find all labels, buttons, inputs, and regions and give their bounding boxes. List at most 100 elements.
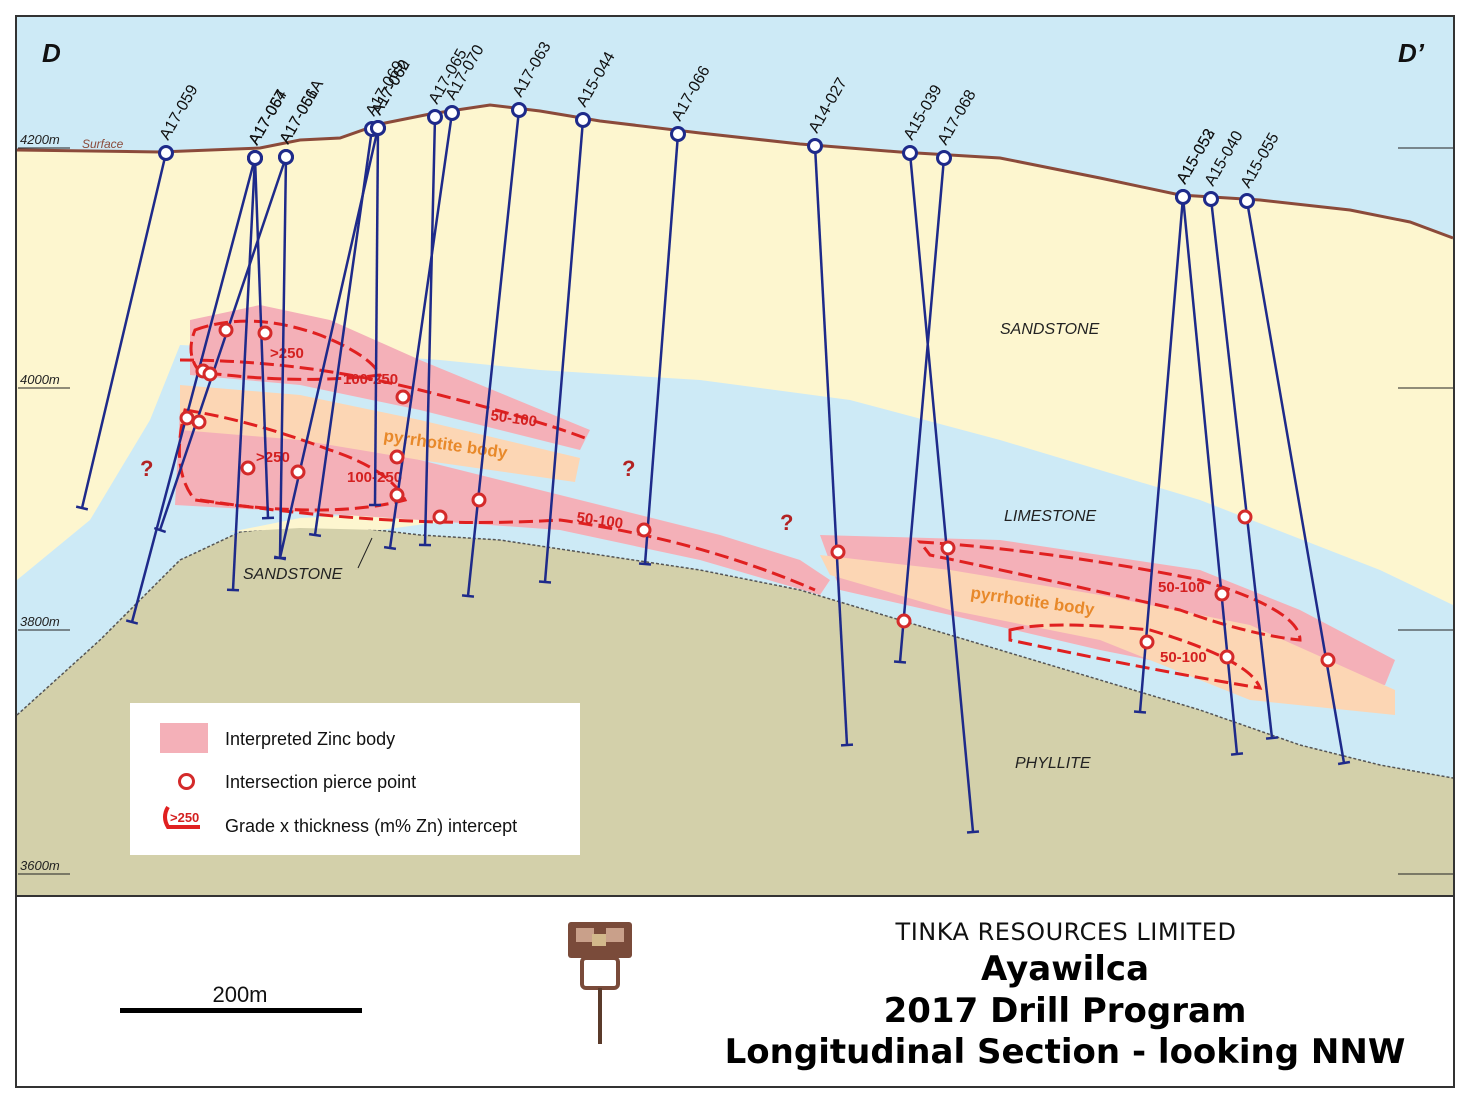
drillhole-trace [813,145,849,746]
drillhole-trace [1245,200,1346,764]
label-sandstone-upper: SANDSTONE [1000,321,1100,338]
label-limestone: LIMESTONE [1004,508,1097,525]
question-mark: ? [780,510,793,535]
drillhole-collar [1239,193,1255,209]
section-end-left: D [42,38,61,68]
drillhole-collar [807,138,823,154]
elevation-3800: 3800m [20,614,60,629]
elevation-ticks: 4200m 4000m 3800m 3600m [18,132,70,875]
drillhole-trace [908,152,975,833]
pierce-point [202,366,218,382]
legend-pierce-point: Intersection pierce point [225,772,417,792]
grade-label: 50-100 [489,407,538,430]
pierce-point [1139,634,1155,650]
pierce-point-icon [178,773,195,790]
scale-label: 200m [212,982,268,1007]
drillhole-trace [158,156,288,531]
drillhole-collar [511,102,527,118]
project-name: Ayawilca [980,949,1150,989]
drillhole-end-tick [840,743,854,747]
pierce-point [940,540,956,556]
elevation-3600: 3600m [20,858,60,873]
zinc-body-swatch [160,723,208,753]
drillhole-trace [898,157,946,663]
question-mark: ? [622,456,635,481]
pierce-points [179,322,1336,668]
section-end-right: D’ [1398,38,1425,68]
drillhole-end-tick [1337,760,1351,766]
pierce-point [1214,586,1230,602]
pierce-point [389,449,405,465]
drillhole-collar [670,126,686,142]
label-phyllite: PHYLLITE [1015,755,1091,772]
legend-grade-thickness: Grade x thickness (m% Zn) intercept [225,816,518,836]
drillhole-trace [466,109,521,597]
right-elevation-ticks [1398,147,1453,875]
drillhole-trace [423,116,437,546]
pierce-point [179,410,195,426]
zinc-body-main [175,410,830,595]
section-title: Longitudinal Section - looking NNW [724,1032,1406,1072]
drillhole-end-tick [1230,752,1244,756]
drillhole-trace [278,156,288,559]
drillhole-end-tick [153,526,167,534]
label-sandstone-lower: SANDSTONE [243,566,343,583]
elevation-4000: 4000m [20,372,60,387]
scale-bar [120,1008,362,1013]
pierce-point [389,487,405,503]
program-name: 2017 Drill Program [883,991,1247,1031]
company-name: TINKA RESOURCES LIMITED [895,918,1237,946]
drillhole-collar [278,149,294,165]
drillhole-end-tick [226,588,240,592]
drillhole-end-tick [273,555,287,561]
pierce-point [432,509,448,525]
drillhole-collar [158,145,174,161]
pyrrhotite-body-west [180,385,580,482]
drillhole-trace [130,157,257,623]
grade-label: 50-100 [575,509,624,532]
drillhole-end-tick [308,532,322,538]
pierce-point [257,325,273,341]
grade-label: 50-100 [1158,579,1205,596]
drillhole-end-tick [383,545,397,551]
drillhole-collar [444,105,460,121]
pierce-point [395,389,411,405]
drillhole-trace [643,133,680,565]
pierce-point [240,460,256,476]
pierce-point [830,544,846,560]
drillhole-end-tick [538,580,552,584]
drillhole-end-tick [966,830,980,834]
legend-zinc-body: Interpreted Zinc body [225,729,396,749]
drillhole-trace [388,112,454,549]
pierce-point [896,613,912,629]
drillhole-collar [902,145,918,161]
zinc-body-upper [190,305,590,450]
drillhole-trace [80,152,168,509]
legend: Interpreted Zinc body Intersection pierc… [130,703,580,855]
drillhole-end-tick [125,619,139,625]
grade-label: >250 [256,449,290,466]
drillhole-end-tick [75,505,89,511]
pierce-point [1237,509,1253,525]
grade-label: >250 [270,345,304,362]
pin-artifact-logo [568,922,632,1044]
drillhole-collar [936,150,952,166]
drillhole-collar [247,150,263,166]
drillhole-collar [575,112,591,128]
grade-label: 100-250 [343,371,398,388]
pierce-point [191,414,207,430]
drillhole-end-tick [461,594,475,598]
drillhole-collar [1203,191,1219,207]
phyllite-contact [16,524,1454,779]
drillhole-trace [1209,198,1274,739]
drillhole-end-tick [638,562,652,566]
grade-example: >250 [170,810,199,825]
drillhole-trace [1138,196,1185,713]
drillhole-collar [1175,189,1191,205]
drillhole-end-tick [1133,710,1147,714]
drillhole-trace [231,157,257,591]
pierce-point [636,522,652,538]
question-mark: ? [140,456,153,481]
pierce-point [290,464,306,480]
elevation-4200: 4200m [20,132,60,147]
